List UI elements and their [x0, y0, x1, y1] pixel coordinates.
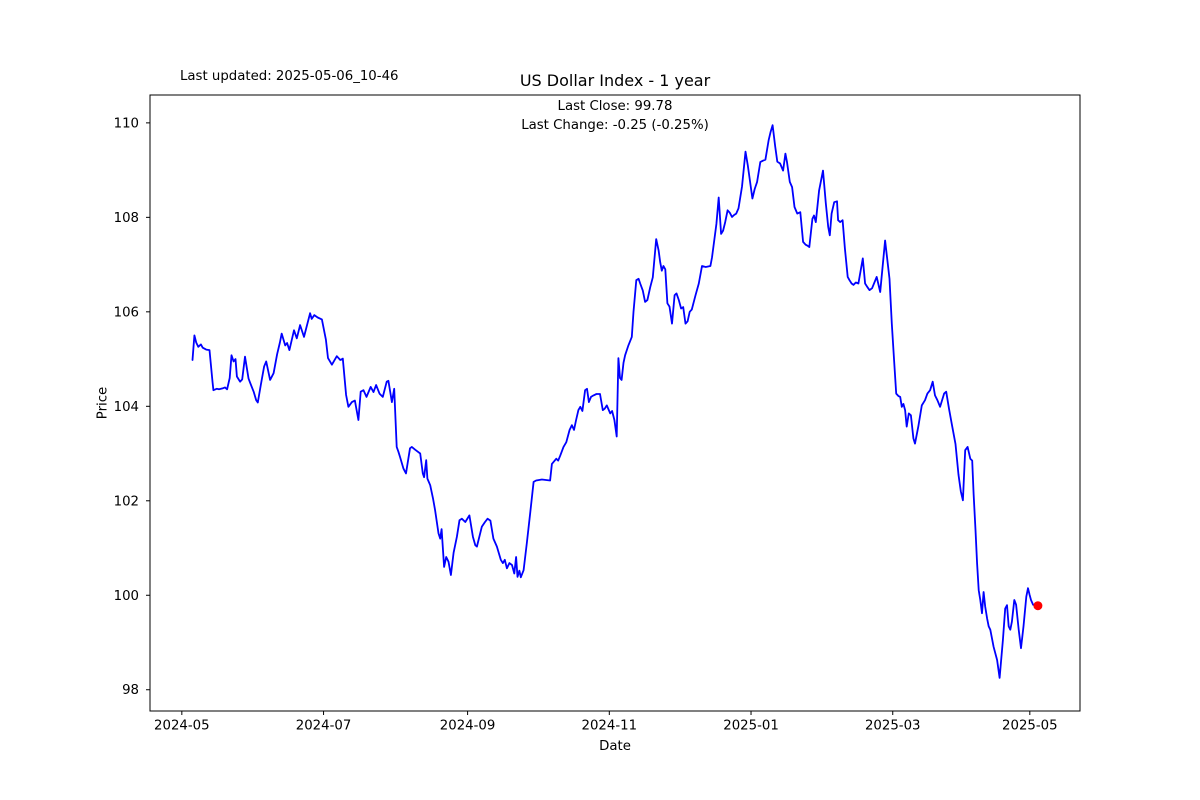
x-axis-tick-label: 2025-03	[865, 719, 921, 734]
y-axis-tick-label: 98	[122, 683, 139, 698]
y-axis-tick-label: 108	[114, 211, 139, 226]
y-axis-tick-label: 110	[114, 116, 139, 131]
last-close-label: Last Close: 99.78	[557, 99, 673, 114]
chart-title: US Dollar Index - 1 year	[519, 71, 711, 90]
x-axis-label: Date	[599, 739, 631, 754]
y-axis-tick-label: 104	[114, 400, 139, 415]
y-axis-tick-label: 100	[114, 589, 139, 604]
price-line	[191, 124, 1039, 679]
x-axis-tick-label: 2025-05	[1002, 719, 1058, 734]
y-axis-tick-label: 106	[114, 305, 139, 320]
x-axis-tick-label: 2024-07	[296, 719, 352, 734]
x-axis-tick-label: 2024-09	[440, 719, 496, 734]
x-axis-tick-label: 2025-01	[723, 719, 779, 734]
plot-border	[149, 94, 1081, 712]
last-updated-label: Last updated: 2025-05-06_10-46	[180, 69, 399, 84]
x-axis-tick-label: 2024-05	[154, 719, 210, 734]
last-change-label: Last Change: -0.25 (-0.25%)	[521, 118, 709, 133]
chart-subtitle: Last Close: 99.78 Last Change: -0.25 (-0…	[150, 97, 1080, 135]
x-axis-tick-label: 2024-11	[582, 719, 638, 734]
last-price-marker	[1033, 601, 1043, 611]
y-axis-label: Price	[95, 386, 111, 420]
y-axis-tick-label: 102	[114, 494, 139, 509]
